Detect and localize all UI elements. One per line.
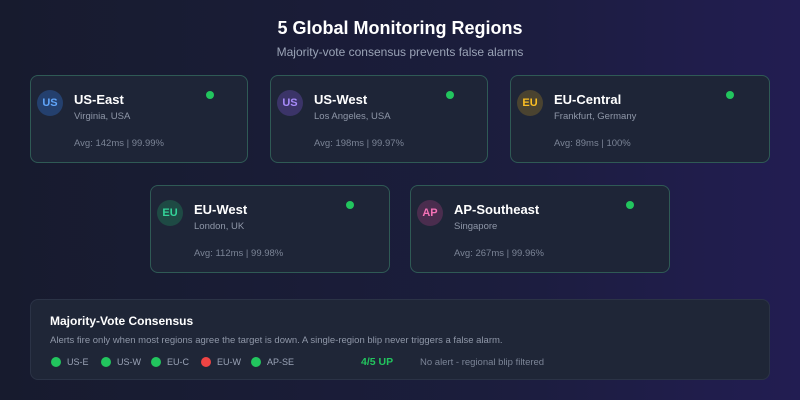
region-code-badge: EU (157, 200, 183, 226)
consensus-description: Alerts fire only when most regions agree… (50, 335, 503, 346)
status-dot-icon (726, 91, 734, 99)
region-code-badge: EU (517, 90, 543, 116)
region-name: US-East (74, 92, 124, 107)
vote-label: EU-W (217, 357, 241, 367)
vote-eu-west: EU-W (201, 355, 241, 369)
vote-label: US-E (67, 357, 89, 367)
region-card-us-west[interactable]: US US-West Los Angeles, USA Avg: 198ms |… (270, 75, 488, 163)
region-name: EU-West (194, 202, 248, 217)
status-dot-icon (346, 201, 354, 209)
vote-us-west: US-W (101, 355, 141, 369)
consensus-summary: 4/5 UP (361, 356, 394, 368)
consensus-title: Majority-Vote Consensus (50, 314, 194, 328)
region-location: London, UK (194, 221, 245, 232)
region-card-us-east[interactable]: US US-East Virginia, USA Avg: 142ms | 99… (30, 75, 248, 163)
vote-status-dot-icon (151, 357, 161, 367)
region-card-eu-west[interactable]: EU EU-West London, UK Avg: 112ms | 99.98… (150, 185, 390, 273)
region-stats: Avg: 198ms | 99.97% (314, 138, 404, 149)
status-dot-icon (446, 91, 454, 99)
region-stats: Avg: 89ms | 100% (554, 138, 631, 149)
vote-status-dot-icon (201, 357, 211, 367)
vote-label: AP-SE (267, 357, 295, 367)
region-stats: Avg: 142ms | 99.99% (74, 138, 164, 149)
consensus-summary-note: No alert - regional blip filtered (420, 357, 545, 368)
vote-status-dot-icon (51, 357, 61, 367)
status-dot-icon (626, 201, 634, 209)
region-location: Virginia, USA (74, 111, 131, 122)
region-stats: Avg: 267ms | 99.96% (454, 248, 544, 259)
page-subtitle: Majority-vote consensus prevents false a… (276, 45, 524, 59)
consensus-panel: Majority-Vote Consensus Alerts fire only… (30, 299, 770, 380)
region-location: Singapore (454, 221, 498, 232)
region-code-badge: US (277, 90, 303, 116)
region-location: Los Angeles, USA (314, 111, 391, 122)
vote-ap-southeast: AP-SE (251, 355, 294, 369)
vote-label: EU-C (167, 357, 189, 367)
page-title: 5 Global Monitoring Regions (277, 18, 523, 38)
region-card-ap-southeast[interactable]: AP AP-Southeast Singapore Avg: 267ms | 9… (410, 185, 670, 273)
region-name: AP-Southeast (454, 202, 540, 217)
vote-label: US-W (117, 357, 141, 367)
vote-us-east: US-E (51, 355, 89, 369)
vote-status-dot-icon (251, 357, 261, 367)
region-name: EU-Central (554, 92, 622, 107)
status-dot-icon (206, 91, 214, 99)
region-card-eu-central[interactable]: EU EU-Central Frankfurt, Germany Avg: 89… (510, 75, 770, 163)
region-stats: Avg: 112ms | 99.98% (194, 248, 284, 259)
page-header: 5 Global Monitoring Regions Majority-vot… (0, 17, 800, 59)
region-name: US-West (314, 92, 368, 107)
vote-status-dot-icon (101, 357, 111, 367)
vote-eu-central: EU-C (151, 355, 189, 369)
region-location: Frankfurt, Germany (554, 111, 637, 122)
vote-row: US-E US-W EU-C EU-W AP-SE 4/5 UP No aler… (51, 355, 751, 369)
region-code-badge: AP (417, 200, 443, 226)
region-code-badge: US (37, 90, 63, 116)
